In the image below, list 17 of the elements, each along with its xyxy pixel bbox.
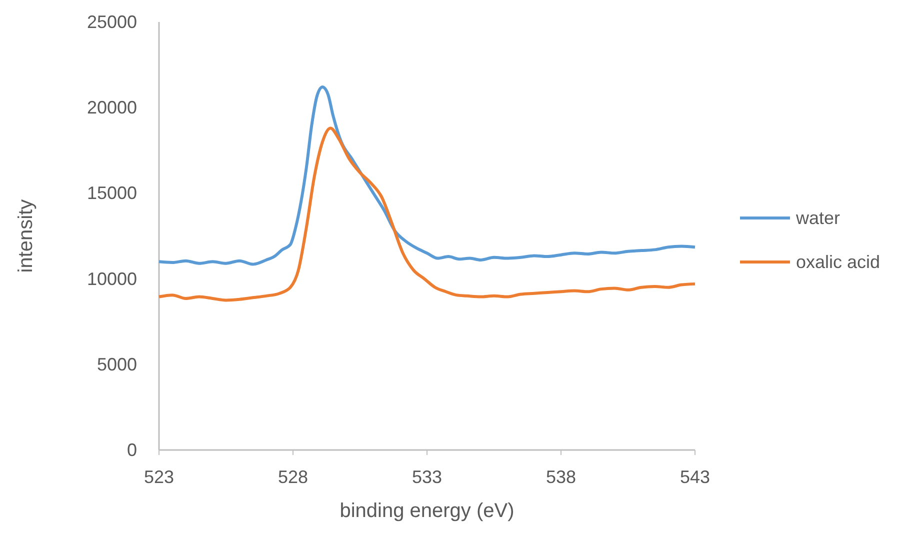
- x-tick-label: 523: [144, 467, 174, 487]
- y-tick-label: 0: [126, 440, 137, 460]
- x-tick-label: 543: [680, 467, 710, 487]
- legend-label: water: [795, 208, 840, 228]
- y-axis-title: intensity: [15, 199, 37, 273]
- line-series: [158, 126, 696, 302]
- y-tick-label: 20000: [86, 98, 137, 118]
- y-tick-label: 5000: [96, 354, 137, 374]
- x-tick-label: 538: [546, 467, 576, 487]
- x-tick-label: 528: [278, 467, 308, 487]
- legend-label: oxalic acid: [796, 252, 880, 272]
- line-series: [158, 86, 696, 266]
- y-tick-label: 10000: [86, 268, 137, 289]
- y-tick-label: 15000: [86, 183, 137, 204]
- y-tick-label: 25000: [86, 12, 137, 32]
- x-tick-label: 533: [412, 467, 442, 487]
- x-axis-title: binding energy (eV): [340, 500, 514, 522]
